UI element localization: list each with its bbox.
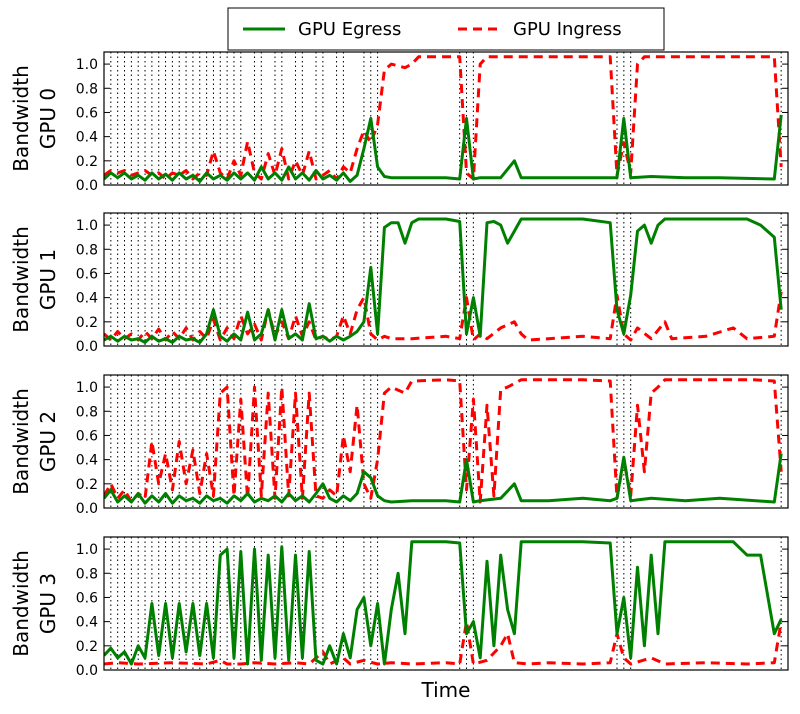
legend-label-ingress: GPU Ingress xyxy=(513,19,622,40)
y-axis-label-line1: Bandwidth xyxy=(9,388,33,494)
y-tick-label: 0.4 xyxy=(76,291,98,307)
y-tick-label: 1.0 xyxy=(76,380,98,396)
legend: GPU Egress GPU Ingress xyxy=(227,7,665,51)
y-axis-label: Bandwidth GPU 2 xyxy=(9,388,60,494)
y-tick-label: 0.6 xyxy=(76,105,98,121)
y-axis-label: Bandwidth GPU 3 xyxy=(9,550,60,656)
y-tick-label: 0.6 xyxy=(76,590,98,606)
y-axis-label-line1: Bandwidth xyxy=(9,226,33,332)
y-tick-label: 0.8 xyxy=(76,81,98,97)
y-tick-label: 0.4 xyxy=(76,453,98,469)
y-tick-label: 0.2 xyxy=(76,477,98,493)
y-tick-label: 0.4 xyxy=(76,615,98,631)
legend-frame xyxy=(227,7,665,51)
series-line-egress xyxy=(104,217,783,344)
legend-label-egress: GPU Egress xyxy=(298,19,401,40)
y-tick-label: 1.0 xyxy=(76,57,98,73)
panel-gpu-1: 0.0 0.2 0.4 0.6 0.8 1.0 Bandwidth GPU 1 xyxy=(9,212,789,355)
series-line-egress xyxy=(104,540,783,666)
series-line-ingress xyxy=(104,620,783,666)
y-axis-label: Bandwidth GPU 0 xyxy=(9,65,60,171)
panel-gpu-0: 0.0 0.2 0.4 0.6 0.8 1.0 Bandwidth GPU 0 xyxy=(9,51,789,194)
panel-gpu-2: 0.0 0.2 0.4 0.6 0.8 1.0 Bandwidth GPU 2 xyxy=(9,374,789,517)
plot-frame xyxy=(103,51,789,186)
y-tick-label: 0.8 xyxy=(76,404,98,420)
plot-frame xyxy=(103,212,789,347)
y-tick-label: 0.8 xyxy=(76,566,98,582)
y-tick-label: 1.0 xyxy=(76,218,98,234)
y-axis-label-line1: Bandwidth xyxy=(9,65,33,171)
y-tick-label: 0.0 xyxy=(76,663,98,679)
y-axis-label: Bandwidth GPU 1 xyxy=(9,226,60,332)
series-line-egress xyxy=(104,453,783,505)
y-tick-label: 0.8 xyxy=(76,242,98,258)
y-axis-label-line2: GPU 1 xyxy=(36,249,60,310)
y-axis-label-line2: GPU 2 xyxy=(36,411,60,472)
y-tick-label: 0.0 xyxy=(76,339,98,355)
series-line-ingress xyxy=(104,55,783,181)
y-axis-label-line2: GPU 0 xyxy=(36,88,60,149)
y-tick-label: 0.6 xyxy=(76,428,98,444)
y-tick-label: 0.2 xyxy=(76,154,98,170)
y-tick-label: 0.2 xyxy=(76,639,98,655)
y-tick-label: 0.0 xyxy=(76,501,98,517)
y-axis-label-line2: GPU 3 xyxy=(36,573,60,634)
plot-frame xyxy=(103,374,789,509)
plot-frame xyxy=(103,536,789,671)
series-line-egress xyxy=(104,114,783,183)
y-tick-label: 1.0 xyxy=(76,542,98,558)
y-tick-label: 0.2 xyxy=(76,315,98,331)
y-tick-label: 0.4 xyxy=(76,130,98,146)
x-axis-label: Time xyxy=(421,678,471,702)
y-axis-label-line1: Bandwidth xyxy=(9,550,33,656)
y-tick-label: 0.0 xyxy=(76,178,98,194)
series-line-ingress xyxy=(104,378,783,504)
panel-gpu-3: 0.0 0.2 0.4 0.6 0.8 1.0 Bandwidth GPU 3 xyxy=(9,536,789,679)
y-tick-label: 0.6 xyxy=(76,266,98,282)
